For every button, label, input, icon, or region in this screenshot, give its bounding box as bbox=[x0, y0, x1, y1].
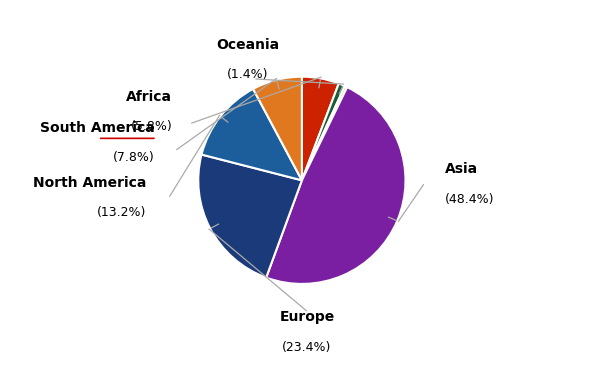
Text: Europe: Europe bbox=[279, 311, 335, 324]
Wedge shape bbox=[266, 87, 406, 284]
Text: Africa: Africa bbox=[126, 90, 172, 104]
Wedge shape bbox=[302, 77, 339, 180]
Text: North America: North America bbox=[33, 175, 147, 190]
Wedge shape bbox=[302, 86, 347, 180]
Text: (48.4%): (48.4%) bbox=[445, 193, 494, 206]
Wedge shape bbox=[202, 89, 302, 180]
Wedge shape bbox=[302, 83, 345, 180]
Text: (5.8%): (5.8%) bbox=[131, 120, 172, 133]
Wedge shape bbox=[198, 155, 302, 278]
Text: Asia: Asia bbox=[445, 162, 478, 176]
Text: (1.4%): (1.4%) bbox=[227, 68, 269, 81]
Text: South America: South America bbox=[40, 121, 155, 135]
Text: Oceania: Oceania bbox=[216, 38, 280, 52]
Text: (7.8%): (7.8%) bbox=[113, 151, 155, 164]
Text: (23.4%): (23.4%) bbox=[282, 341, 332, 354]
Wedge shape bbox=[253, 77, 302, 180]
Text: (13.2%): (13.2%) bbox=[97, 206, 147, 219]
